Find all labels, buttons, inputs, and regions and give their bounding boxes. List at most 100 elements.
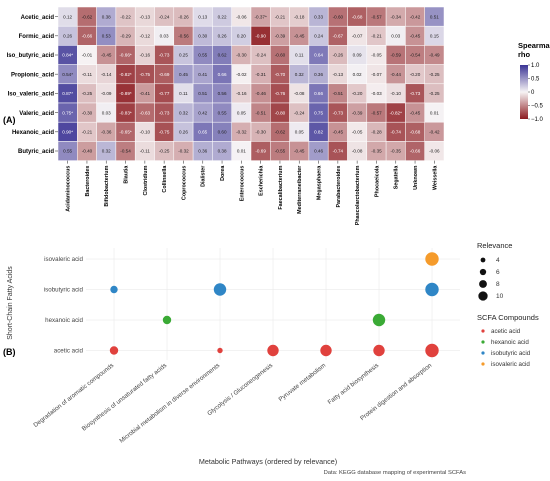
heatmap-col-label: Parabacteroides <box>336 166 342 208</box>
heatmap-col-label: Segatella <box>394 165 400 190</box>
heatmap-cell-value: -0.54 <box>410 53 421 58</box>
heatmap-cell-value: -0.08 <box>352 149 363 154</box>
color-legend-label: hexanoic acid <box>491 339 529 346</box>
heatmap-cell-value: -0.10 <box>140 130 151 135</box>
legend-tick-label: 0 <box>531 90 535 96</box>
x-axis-title: Metabolic Pathways (ordered by relevance… <box>199 457 337 466</box>
heatmap-cell-value: -0.36 <box>101 130 112 135</box>
heatmap-cell-value: -0.35 <box>371 149 382 154</box>
heatmap-cell-value: -0.30 <box>255 130 266 135</box>
data-point <box>217 347 223 354</box>
heatmap-cell-value: 0.30 <box>198 34 207 39</box>
heatmap-cell-value: -0.69 <box>255 149 266 154</box>
heatmap-cell-value: 0.45 <box>179 72 188 77</box>
y-tick-label: hexanoic acid <box>45 317 83 324</box>
heatmap-row-label: Valeric_acid <box>19 111 54 117</box>
heatmap-cell-value: 0.87* <box>62 91 73 96</box>
heatmap-cell-value: -0.02 <box>236 72 247 77</box>
heatmap-cell-value: -0.40 <box>82 149 93 154</box>
size-legend-dot <box>480 257 486 263</box>
heatmap-cell-value: -0.32 <box>236 130 247 135</box>
heatmap-col-label: Acidaminococcus <box>66 166 72 212</box>
heatmap-cell-value: -0.30 <box>236 53 247 58</box>
heatmap-cell-value: 0.26 <box>179 130 188 135</box>
heatmap-cell-value: -0.44 <box>391 72 402 77</box>
heatmap-cell-value: -0.39 <box>352 110 363 115</box>
heatmap-cell-value: -0.10 <box>391 91 402 96</box>
heatmap-row-label: Iso_butyric_acid <box>7 53 55 59</box>
heatmap-cell-value: -0.29 <box>120 34 131 39</box>
y-tick-label: acetic acid <box>54 348 84 355</box>
heatmap-cell-value: 0.26 <box>63 34 72 39</box>
data-point <box>425 343 439 358</box>
heatmap-cell-value: -0.73 <box>159 110 170 115</box>
heatmap-col-label: Weissella <box>432 165 438 190</box>
heatmap-cell-value: 0.25 <box>179 53 188 58</box>
heatmap-cell-value: 0.22 <box>218 14 227 19</box>
heatmap-cell-value: -0.74 <box>391 130 402 135</box>
heatmap-cell-value: -0.65* <box>119 130 131 135</box>
heatmap-col-label: Unknown <box>413 166 419 190</box>
heatmap-cell-value: -0.56 <box>178 34 189 39</box>
color-legend-dot <box>481 351 485 355</box>
heatmap-cell-value: 0.51 <box>198 91 207 96</box>
heatmap-col-label: Faecalibacterium <box>278 165 284 209</box>
heatmap-cell-value: 0.66 <box>218 72 227 77</box>
heatmap-cell-value: 0.55 <box>218 110 227 115</box>
heatmap-col-label: Escherichia <box>259 165 265 196</box>
heatmap-cell-value: -0.77 <box>159 91 170 96</box>
heatmap-cell-value: -0.42 <box>429 130 440 135</box>
heatmap-cell-value: -0.45 <box>294 34 305 39</box>
heatmap-cell-value: -0.66 <box>82 34 93 39</box>
heatmap-cell-value: 0.60 <box>218 130 227 135</box>
heatmap-cell-value: -0.24 <box>294 110 305 115</box>
heatmap-col-label: Coprococcus <box>181 166 187 200</box>
heatmap-cell-value: 0.55 <box>198 53 207 58</box>
heatmap-cell-value: -0.13 <box>333 72 344 77</box>
heatmap-cell-value: -0.21 <box>371 34 382 39</box>
heatmap-cell-value: -0.08 <box>294 91 305 96</box>
heatmap-cell-value: 0.75 <box>314 110 323 115</box>
heatmap-cell-value: 0.36 <box>314 72 323 77</box>
heatmap-col-label: Bacteroides <box>85 166 91 197</box>
heatmap-cell-value: -0.01 <box>82 53 93 58</box>
size-legend-label: 10 <box>496 293 504 300</box>
size-legend-dot <box>479 280 487 288</box>
heatmap-row-label: Acetic_acid <box>21 15 55 21</box>
y-tick-label: isobutyric acid <box>44 287 84 294</box>
color-legend-label: acetic acid <box>491 328 521 335</box>
heatmap-cell-value: -0.24 <box>255 53 266 58</box>
dotplot-panel: isovaleric acid isobutyric acid hexanoic a… <box>7 241 539 476</box>
data-point <box>372 313 386 327</box>
heatmap-cell-value: 0.54* <box>62 72 73 77</box>
data-point <box>267 344 279 357</box>
size-legend-label: 6 <box>496 269 500 276</box>
y-tick-label: isovaleric acid <box>44 256 83 263</box>
heatmap-cell-value: 0.32 <box>102 149 111 154</box>
heatmap-cell-value: -0.45 <box>101 53 112 58</box>
data-point <box>320 344 332 357</box>
heatmap-cell-value: -0.49 <box>429 53 440 58</box>
y-axis-title: Short-Chain Fatty Acids <box>7 266 14 340</box>
heatmap-cell-value: 0.38 <box>218 149 227 154</box>
heatmap-cell-value: -0.12 <box>140 34 151 39</box>
legend-tick-label: −1.0 <box>531 117 544 123</box>
x-tick-label: Pyruvate metabolism <box>277 362 327 403</box>
panel-b-label: (B) <box>3 347 16 357</box>
heatmap-cell-value: -0.68 <box>410 130 421 135</box>
heatmap-cell-value: 0.26 <box>218 34 227 39</box>
heatmap-col-label: Enterococcus <box>239 166 245 202</box>
legend-title: Spearman <box>518 41 550 50</box>
legend-tick-label: −0.5 <box>531 104 544 110</box>
heatmap-col-label: Collinsella <box>162 165 168 193</box>
heatmap-cell-value: 0.90* <box>62 130 73 135</box>
heatmap-cell-value: -0.03 <box>371 91 382 96</box>
heatmap-col-label: Mediterraneibacter <box>297 165 303 214</box>
data-point <box>213 283 227 296</box>
data-point <box>110 285 118 294</box>
heatmap-cell-value: -0.73 <box>333 110 344 115</box>
legend-colorbar <box>520 65 528 119</box>
x-tick-label: Fatty acid biosynthesis <box>327 362 381 406</box>
heatmap-cell-value: -0.25 <box>159 149 170 154</box>
heatmap-cell-value: 0.33 <box>314 14 323 19</box>
